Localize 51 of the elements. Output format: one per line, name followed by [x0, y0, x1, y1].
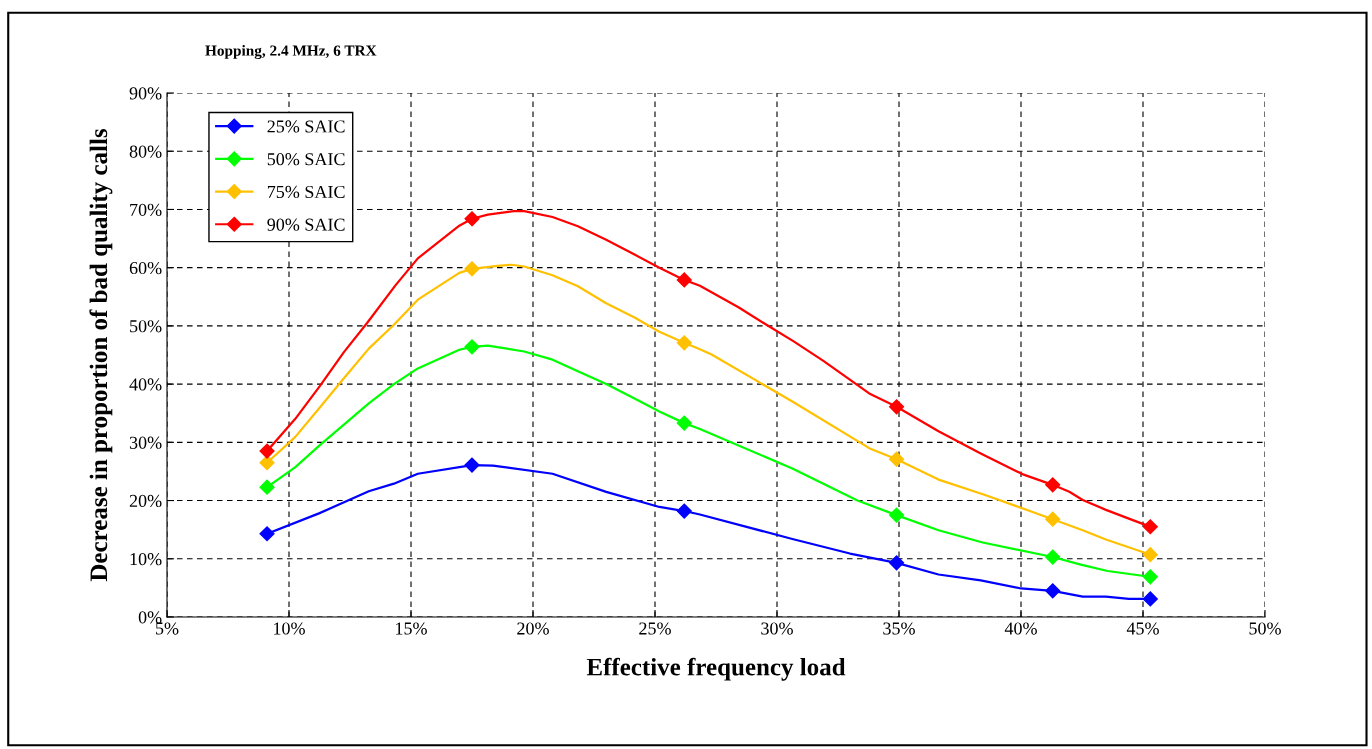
point — [676, 503, 692, 519]
y-tick-label: 0% — [138, 611, 162, 624]
point — [1045, 549, 1061, 565]
x-tick-label: 5% — [156, 622, 179, 635]
x-tick-label: 45% — [1126, 622, 1159, 635]
point — [888, 451, 905, 467]
x-tick-label: 40% — [1004, 622, 1037, 635]
y-tick-label: 90% — [129, 87, 162, 100]
point — [676, 272, 692, 288]
y-tick-label: 20% — [129, 494, 162, 508]
legend-label: 50% SAIC — [267, 153, 345, 166]
y-tick-label: 40% — [129, 378, 162, 391]
point — [464, 339, 480, 355]
point — [1142, 519, 1158, 535]
x-tick-label: 25% — [639, 622, 671, 635]
legend-label: 90% SAIC — [267, 218, 345, 231]
point — [1045, 477, 1061, 493]
x-tick-label: 50% — [1249, 622, 1281, 635]
x-tick-label: 10% — [274, 622, 305, 635]
point — [464, 261, 480, 277]
point — [464, 457, 480, 473]
x-tick-label: 20% — [517, 622, 549, 635]
point — [888, 399, 905, 415]
point — [888, 555, 905, 571]
x-tick-label: 15% — [396, 622, 427, 635]
point — [1045, 511, 1061, 527]
point — [1142, 569, 1158, 585]
point — [1142, 591, 1158, 607]
y-tick-label: 50% — [130, 320, 162, 333]
y-tick-label: 70% — [130, 203, 162, 216]
y-axis-title: Decrease in proportion of bad quality calls — [89, 128, 113, 582]
x-tick-label: 30% — [761, 622, 793, 635]
legend-label: 25% SAIC — [267, 120, 345, 133]
chart-title: Hopping, 2.4 MHz, 6 TRX — [205, 45, 377, 59]
point — [464, 211, 480, 227]
point — [1142, 547, 1158, 563]
point — [1045, 583, 1061, 599]
point — [676, 335, 692, 351]
x-tick-label: 35% — [883, 622, 915, 635]
point — [259, 455, 275, 471]
point — [259, 526, 275, 542]
y-tick-label: 60% — [129, 261, 162, 275]
y-tick-label: 80% — [129, 145, 162, 158]
legend-label: 75% SAIC — [267, 185, 345, 199]
y-tick-label: 10% — [130, 553, 162, 566]
point — [888, 507, 905, 523]
y-tick-label: 30% — [129, 436, 162, 449]
x-axis-title: Effective frequency load — [586, 657, 846, 681]
point — [676, 415, 692, 431]
point — [259, 443, 275, 459]
point — [259, 479, 275, 495]
